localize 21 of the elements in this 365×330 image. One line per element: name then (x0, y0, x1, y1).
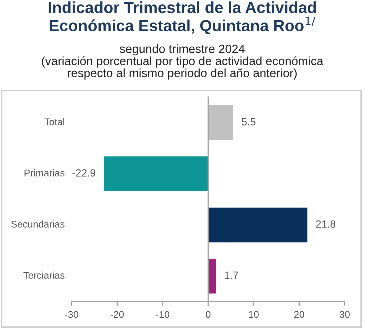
y-tick-label: Total (44, 118, 64, 126)
chart-title: Indicador Trimestral de la Actividad Económica Estatal, Quintana Roo$^{1/}$ (48, 2, 316, 35)
chart-subtitle: segundo trimestre 2024 (variación porcentual por tipo de actividad económica respecto al mismo periodo del año anterior) (42, 44, 324, 80)
x-tick-label: 30 (340, 311, 350, 318)
data-label: 1.7 (225, 272, 238, 280)
x-tick-label: 10 (249, 311, 259, 318)
data-label: 21.8 (316, 220, 336, 228)
x-tick-label: 0 (206, 311, 211, 318)
x-tick-label: -20 (110, 311, 124, 318)
x-tick-label: -30 (65, 311, 79, 318)
y-tick-label: Secundarias (11, 220, 65, 228)
bar (208, 258, 216, 294)
data-label: -22.9 (72, 169, 96, 177)
x-tick-label: 20 (294, 311, 304, 318)
bar (208, 106, 234, 140)
x-tick-label: -10 (156, 311, 170, 318)
bar (208, 208, 308, 243)
bar (104, 156, 208, 192)
y-tick-label: Terciarias (24, 272, 65, 279)
data-label: 5.5 (242, 118, 256, 126)
y-tick-label: Primarias (24, 170, 65, 177)
